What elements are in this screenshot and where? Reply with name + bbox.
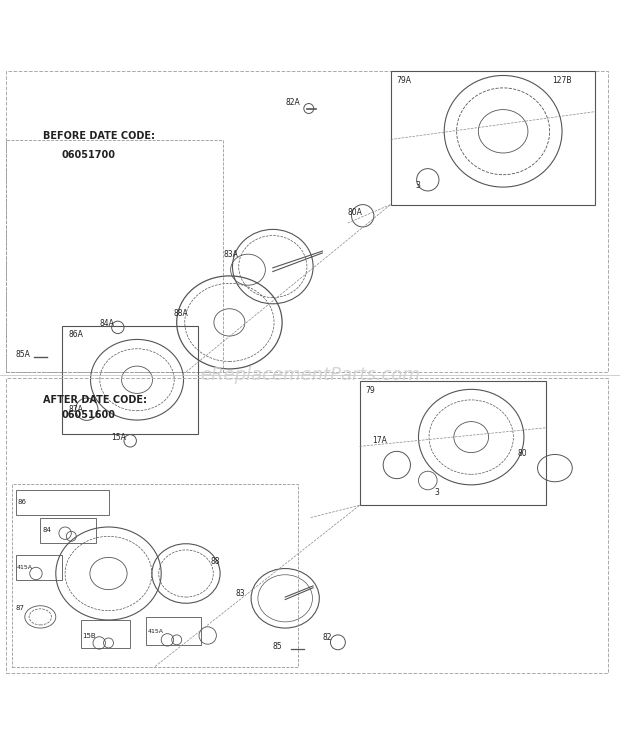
Text: 85: 85 bbox=[273, 641, 283, 650]
Text: 86: 86 bbox=[17, 499, 27, 505]
Text: 87: 87 bbox=[16, 605, 25, 611]
Bar bbox=[6, 71, 608, 372]
Text: 79A: 79A bbox=[397, 76, 412, 85]
Text: 84A: 84A bbox=[99, 319, 114, 328]
Text: 85A: 85A bbox=[16, 350, 30, 359]
Bar bbox=[391, 71, 595, 205]
Bar bbox=[81, 620, 130, 648]
Bar bbox=[40, 518, 96, 542]
Text: AFTER DATE CODE:: AFTER DATE CODE: bbox=[43, 395, 148, 405]
Bar bbox=[16, 490, 108, 515]
Text: 3: 3 bbox=[434, 488, 439, 498]
Bar bbox=[6, 139, 223, 372]
Bar bbox=[146, 617, 202, 645]
Text: 88: 88 bbox=[211, 557, 220, 565]
Text: 415A: 415A bbox=[17, 565, 33, 570]
Text: 80: 80 bbox=[518, 449, 528, 458]
Text: 06051600: 06051600 bbox=[62, 411, 116, 420]
Text: 415A: 415A bbox=[148, 629, 164, 634]
Text: 79: 79 bbox=[366, 386, 376, 395]
Bar bbox=[6, 378, 608, 673]
Bar bbox=[12, 484, 298, 667]
Bar bbox=[16, 555, 62, 580]
Text: 80A: 80A bbox=[347, 208, 362, 217]
Bar bbox=[62, 326, 198, 434]
Text: 86A: 86A bbox=[68, 330, 83, 339]
Text: 15A: 15A bbox=[112, 432, 126, 442]
Text: BEFORE DATE CODE:: BEFORE DATE CODE: bbox=[43, 132, 156, 141]
Text: 83: 83 bbox=[236, 589, 246, 598]
Text: 83A: 83A bbox=[223, 250, 238, 259]
Text: 87A: 87A bbox=[68, 405, 83, 414]
Text: 06051700: 06051700 bbox=[62, 150, 116, 160]
Text: 82: 82 bbox=[322, 633, 332, 642]
Text: 82A: 82A bbox=[285, 97, 300, 107]
Bar bbox=[360, 381, 546, 505]
Text: 88A: 88A bbox=[174, 309, 188, 318]
Text: eReplacementParts.com: eReplacementParts.com bbox=[200, 366, 420, 384]
Text: 127B: 127B bbox=[552, 76, 571, 85]
Text: 15B: 15B bbox=[82, 632, 96, 638]
Text: 3: 3 bbox=[415, 182, 420, 190]
Text: 84: 84 bbox=[42, 527, 51, 533]
Text: 17A: 17A bbox=[372, 436, 387, 446]
